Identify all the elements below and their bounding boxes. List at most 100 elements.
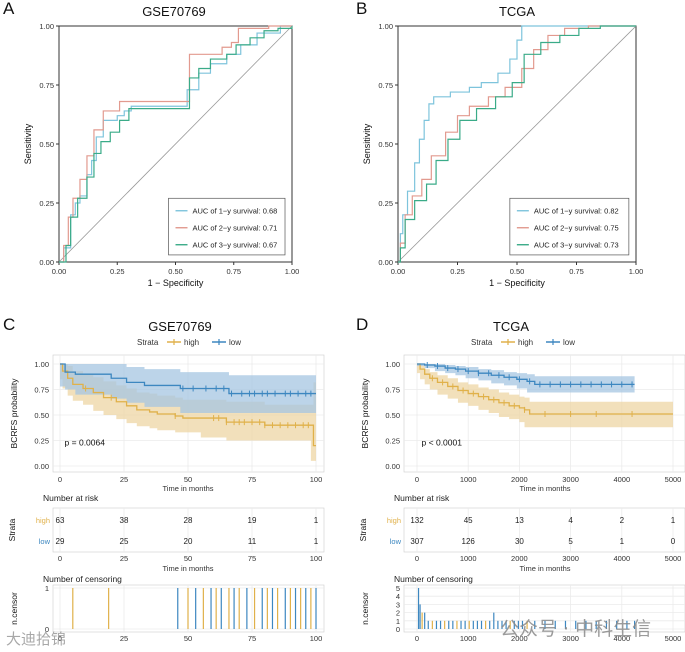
- km-xtick-label: 25: [120, 475, 128, 484]
- roc-legend-label: AUC of 3−y survival: 0.67: [193, 241, 278, 250]
- km-ylabel-d: BCRFS probability: [360, 378, 370, 449]
- roc-xtick-label: 0.00: [52, 267, 67, 276]
- risk-table-title-c: Number at risk: [43, 493, 99, 503]
- panel-letter-b: B: [356, 0, 367, 18]
- roc-xtick-label: 0.00: [391, 267, 406, 276]
- risk-xtick-label: 75: [248, 554, 256, 563]
- km-curve-low: [60, 363, 316, 395]
- roc-curve-b-1: [398, 25, 636, 263]
- censor-xtick-label: 3000: [562, 634, 579, 643]
- censor-xtick-label: 0: [415, 634, 419, 643]
- km-xtick-label: 50: [184, 475, 192, 484]
- censor-xtick-label: 25: [120, 634, 128, 643]
- km-ytick-label: 0.50: [34, 411, 49, 420]
- km-ylabel-c: BCRFS probability: [9, 378, 19, 449]
- roc-xtick-label: 0.50: [510, 267, 525, 276]
- km-xlabel-c: Time in months: [163, 484, 214, 493]
- risk-row-label-high: high: [387, 516, 401, 525]
- roc-ytick-label: 1.00: [378, 22, 393, 31]
- roc-title-b: TCGA: [499, 4, 535, 19]
- risk-cell: 19: [248, 516, 257, 525]
- risk-cell: 1: [314, 537, 319, 546]
- roc-curve-b-2: [398, 25, 636, 263]
- km-xtick-label: 1000: [460, 475, 477, 484]
- km-pvalue-c: p = 0.0064: [65, 438, 106, 448]
- risk-xtick-label: 0: [415, 554, 419, 563]
- km-ytick-label: 0.25: [34, 437, 49, 446]
- risk-ylabel-d: Strata: [358, 518, 368, 541]
- roc-xtick-label: 1.00: [629, 267, 644, 276]
- roc-xlabel-b: 1 − Specificity: [489, 278, 545, 288]
- roc-ytick-label: 0.50: [39, 140, 54, 149]
- risk-cell: 28: [184, 516, 193, 525]
- risk-cell: 38: [120, 516, 129, 525]
- censor-title-c: Number of censoring: [43, 574, 122, 584]
- panel-letter-c: C: [3, 315, 15, 334]
- risk-row-label-low: low: [390, 537, 402, 546]
- risk-xlabel-c: Time in months: [163, 564, 214, 573]
- risk-xtick-label: 0: [58, 554, 62, 563]
- censor-ylabel-c: n.censor: [9, 592, 19, 625]
- risk-cell: 4: [568, 516, 573, 525]
- km-ci-band-high: [417, 364, 673, 428]
- roc-xtick-label: 0.75: [569, 267, 584, 276]
- censor-xtick-label: 0: [58, 634, 62, 643]
- roc-ytick-label: 0.25: [378, 199, 393, 208]
- censor-ytick-label: 3: [396, 600, 400, 609]
- km-ytick-label: 0.00: [34, 462, 49, 471]
- risk-cell: 20: [184, 537, 193, 546]
- km-xtick-label: 3000: [562, 475, 579, 484]
- watermark-left: 大迪拾锦: [6, 630, 67, 648]
- roc-legend-label: AUC of 2−y survival: 0.71: [193, 224, 278, 233]
- risk-table-bg-d: [403, 507, 685, 553]
- roc-curve-b-3: [398, 25, 636, 263]
- panel-letter-d: D: [356, 315, 368, 334]
- km-legend-title-c: Strata: [137, 338, 159, 347]
- roc-ylabel-a: Sensitivity: [23, 123, 33, 164]
- censor-xtick-label: 2000: [511, 634, 528, 643]
- risk-row-label-high: high: [36, 516, 50, 525]
- censor-ytick-label: 1: [396, 617, 400, 626]
- roc-legend-a: [168, 197, 286, 256]
- km-pvalue-d: p < 0.0001: [422, 438, 463, 448]
- km-legend-label: high: [184, 338, 199, 347]
- risk-cell: 45: [464, 516, 473, 525]
- risk-ylabel-c: Strata: [7, 518, 17, 541]
- roc-curve-a-2: [59, 25, 292, 263]
- risk-table-title-d: Number at risk: [394, 493, 450, 503]
- risk-cell: 13: [515, 516, 524, 525]
- roc-ytick-label: 0.00: [378, 258, 393, 267]
- risk-xlabel-d: Time in months: [520, 564, 571, 573]
- km-xtick-label: 4000: [613, 475, 630, 484]
- roc-ytick-label: 0.00: [39, 258, 54, 267]
- km-legend-label: low: [563, 338, 575, 347]
- censor-xtick-label: 100: [310, 634, 323, 643]
- km-xtick-label: 2000: [511, 475, 528, 484]
- roc-xtick-label: 0.50: [168, 267, 183, 276]
- km-ytick-label: 0.50: [385, 411, 400, 420]
- censor-ytick-label: 0: [396, 625, 400, 634]
- km-curve-high: [60, 363, 316, 447]
- km-title-d: TCGA: [493, 319, 529, 334]
- risk-cell: 126: [462, 537, 476, 546]
- censor-xtick-label: 50: [184, 634, 192, 643]
- risk-xtick-label: 50: [184, 554, 192, 563]
- km-ytick-label: 1.00: [385, 360, 400, 369]
- roc-ytick-label: 1.00: [39, 22, 54, 31]
- km-legend-label: high: [518, 338, 533, 347]
- roc-ytick-label: 0.50: [378, 140, 393, 149]
- censor-title-d: Number of censoring: [394, 574, 473, 584]
- roc-legend-label: AUC of 2−y survival: 0.75: [534, 224, 619, 233]
- censor-xtick-label: 4000: [613, 634, 630, 643]
- censor-xtick-label: 75: [248, 634, 256, 643]
- roc-ytick-label: 0.75: [378, 81, 393, 90]
- risk-cell: 30: [515, 537, 524, 546]
- risk-xtick-label: 100: [310, 554, 323, 563]
- km-ytick-label: 0.75: [385, 386, 400, 395]
- roc-legend-label: AUC of 3−y survival: 0.73: [534, 241, 619, 250]
- censor-ytick-label: 0: [45, 625, 49, 634]
- risk-cell: 1: [671, 516, 676, 525]
- km-ytick-label: 1.00: [34, 360, 49, 369]
- risk-xtick-label: 2000: [511, 554, 528, 563]
